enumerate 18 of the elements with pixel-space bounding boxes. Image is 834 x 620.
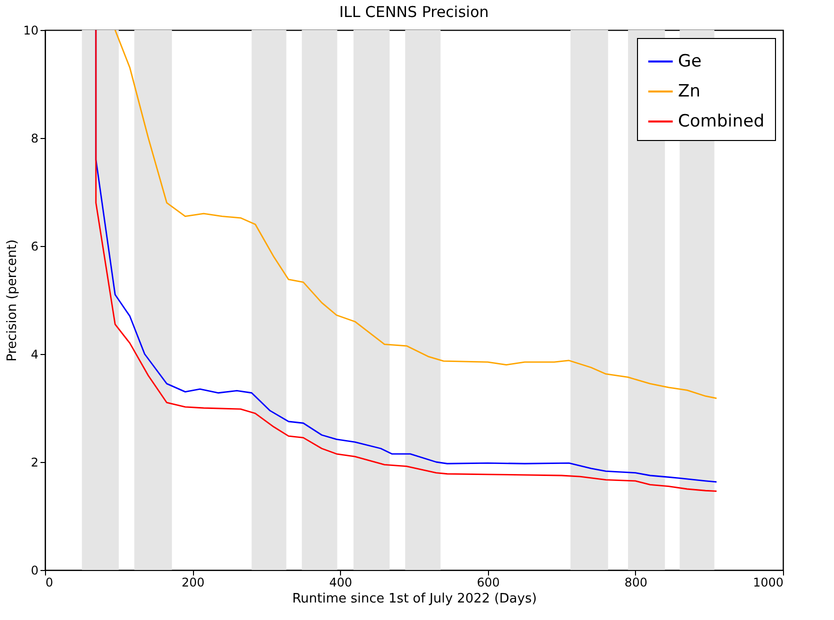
y-tick-label: 10 xyxy=(23,24,38,38)
x-tick-label: 1000 xyxy=(752,576,784,590)
x-tick-label: 200 xyxy=(182,576,205,590)
legend-label: Combined xyxy=(678,112,764,132)
x-tick-label: 600 xyxy=(476,576,500,590)
y-tick-label: 2 xyxy=(30,456,38,470)
y-tick-label: 4 xyxy=(30,348,38,362)
x-tick-label: 400 xyxy=(329,576,352,590)
y-tick-label: 0 xyxy=(30,564,38,578)
legend-label: Zn xyxy=(678,82,700,102)
y-axis-title: Precision (percent) xyxy=(5,239,20,362)
x-tick-label: 0 xyxy=(46,576,54,590)
y-tick-label: 6 xyxy=(30,240,38,254)
y-tick-label: 8 xyxy=(30,132,38,146)
legend-label: Ge xyxy=(678,52,702,72)
x-tick-label: 800 xyxy=(624,576,648,590)
chart-title: ILL CENNS Precision xyxy=(339,3,489,21)
x-axis-title: Runtime since 1st of July 2022 (Days) xyxy=(292,592,537,606)
